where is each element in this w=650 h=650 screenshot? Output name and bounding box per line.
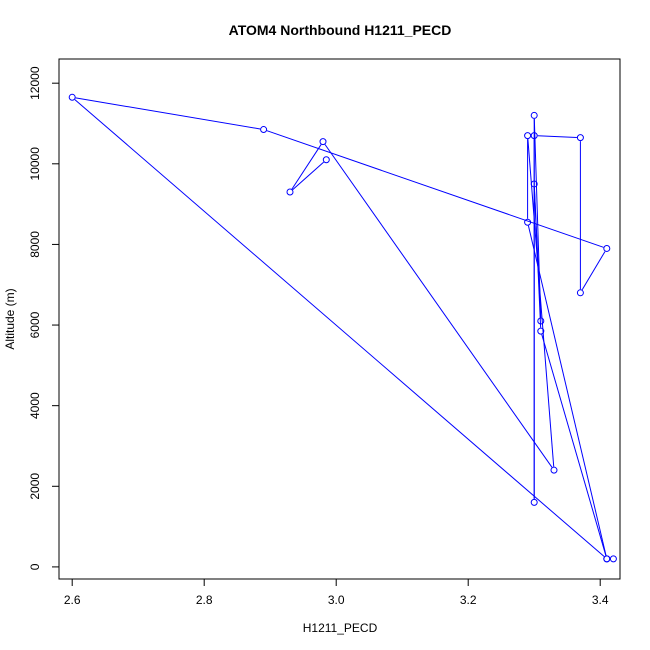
series-segment bbox=[581, 251, 606, 291]
series-segment bbox=[527, 139, 555, 467]
series-layer bbox=[68, 93, 617, 563]
y-tick-label: 0 bbox=[28, 563, 42, 570]
y-axis: 0 2000 4000 6000 8000 10000 12000 bbox=[28, 66, 60, 570]
y-tick-label: 10000 bbox=[28, 147, 42, 181]
data-point bbox=[537, 317, 545, 325]
series-segment bbox=[74, 99, 605, 557]
data-point bbox=[322, 156, 330, 164]
data-point bbox=[530, 180, 538, 188]
data-point bbox=[260, 126, 268, 134]
x-axis-label: H1211_PECD bbox=[303, 621, 378, 635]
x-axis: 2.6 2.8 3.0 3.2 3.4 bbox=[64, 578, 609, 607]
y-tick-label: 8000 bbox=[28, 231, 42, 258]
data-point bbox=[524, 218, 532, 226]
x-tick-label: 3.4 bbox=[592, 593, 609, 607]
data-point bbox=[68, 93, 76, 101]
y-tick-label: 12000 bbox=[28, 66, 42, 100]
series-segment bbox=[527, 225, 607, 556]
data-point bbox=[603, 244, 611, 252]
data-point bbox=[609, 555, 617, 563]
series-segment bbox=[537, 135, 577, 138]
x-tick-label: 3.0 bbox=[328, 593, 345, 607]
data-point bbox=[286, 188, 294, 196]
series-segment bbox=[292, 161, 325, 191]
series-segment bbox=[266, 130, 604, 248]
data-point bbox=[319, 138, 327, 146]
y-tick-label: 6000 bbox=[28, 311, 42, 338]
y-tick-label: 4000 bbox=[28, 392, 42, 419]
data-point bbox=[530, 132, 538, 140]
x-tick-label: 2.6 bbox=[64, 593, 81, 607]
data-point bbox=[576, 289, 584, 297]
x-tick-label: 2.8 bbox=[196, 593, 213, 607]
series-segment bbox=[541, 334, 607, 556]
series-segment bbox=[75, 97, 261, 130]
y-tick-label: 2000 bbox=[28, 473, 42, 500]
data-point bbox=[576, 134, 584, 142]
data-point bbox=[550, 466, 558, 474]
x-tick-label: 3.2 bbox=[460, 593, 477, 607]
data-point bbox=[524, 132, 532, 140]
data-point bbox=[537, 327, 545, 335]
data-point bbox=[603, 555, 611, 563]
series-segment bbox=[324, 144, 553, 468]
data-point bbox=[530, 498, 538, 506]
series-segment bbox=[291, 144, 322, 190]
chart-title: ATOM4 Northbound H1211_PECD bbox=[229, 22, 452, 38]
y-axis-label: Altitude (m) bbox=[3, 288, 17, 349]
data-point bbox=[530, 111, 538, 119]
